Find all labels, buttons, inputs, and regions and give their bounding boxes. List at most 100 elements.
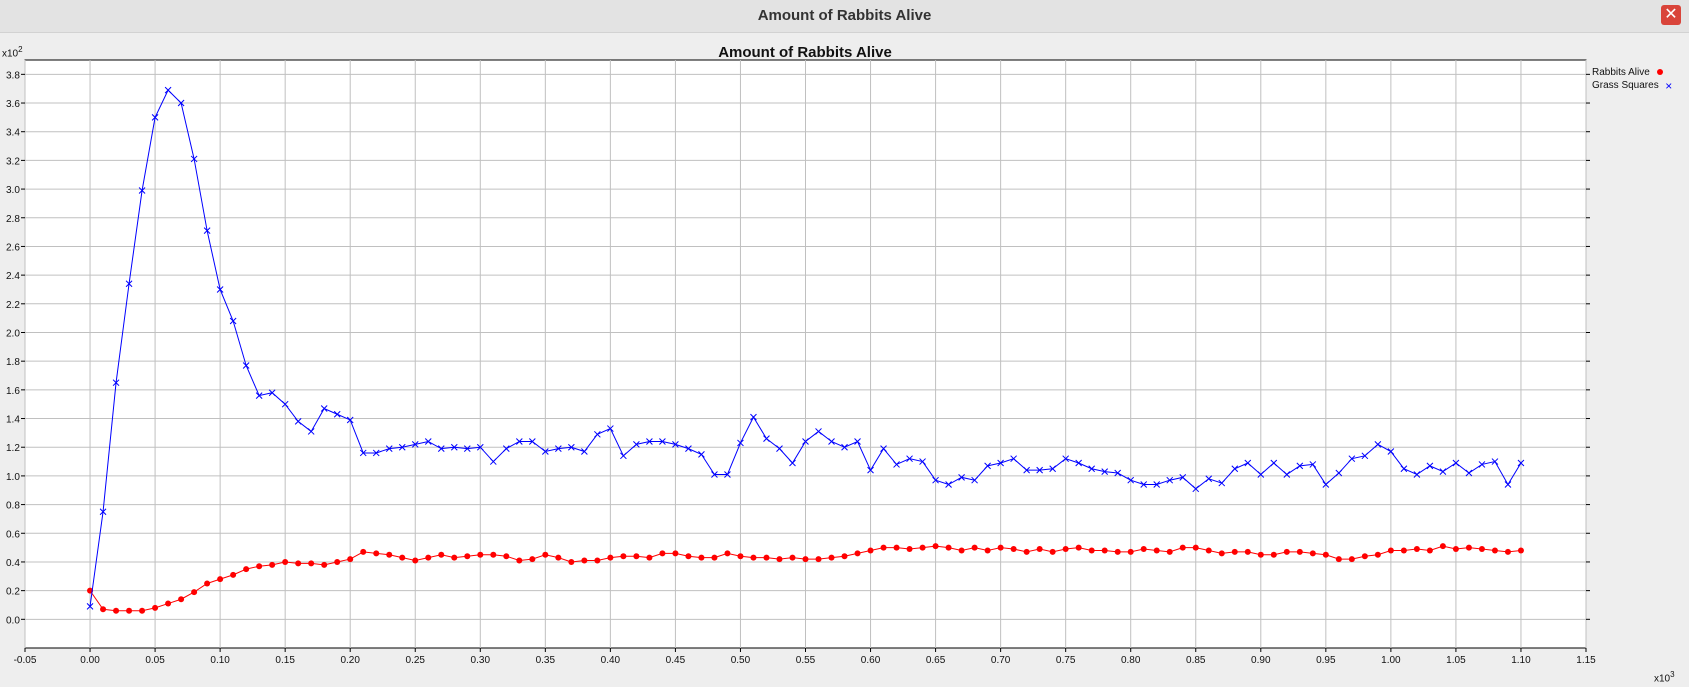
data-point bbox=[515, 438, 523, 445]
data-point bbox=[100, 606, 107, 613]
data-point bbox=[724, 550, 731, 557]
close-button[interactable]: ✕ bbox=[1661, 5, 1681, 25]
data-point bbox=[477, 551, 484, 558]
data-point bbox=[256, 563, 263, 570]
data-point bbox=[1010, 546, 1017, 553]
data-point bbox=[464, 553, 471, 560]
data-point bbox=[347, 556, 354, 563]
data-point bbox=[1205, 547, 1212, 554]
data-point bbox=[164, 86, 172, 94]
data-point bbox=[99, 508, 107, 516]
data-point bbox=[554, 445, 562, 453]
data-point bbox=[984, 462, 991, 470]
data-point bbox=[1283, 471, 1291, 478]
data-point bbox=[1296, 548, 1303, 555]
data-point bbox=[1504, 548, 1511, 555]
data-point bbox=[1127, 476, 1135, 484]
data-point bbox=[1439, 468, 1447, 475]
data-point bbox=[1088, 547, 1095, 554]
data-point bbox=[503, 553, 510, 560]
data-point bbox=[425, 554, 432, 561]
data-point bbox=[1361, 452, 1369, 460]
x-tick-label: 0.15 bbox=[275, 655, 295, 666]
data-point bbox=[463, 445, 471, 453]
data-point bbox=[1465, 469, 1473, 477]
data-point bbox=[424, 438, 432, 445]
data-point bbox=[971, 476, 978, 484]
data-point bbox=[1452, 459, 1460, 467]
data-point bbox=[1517, 547, 1524, 554]
data-point bbox=[385, 445, 393, 453]
x-tick-label: 0.80 bbox=[1121, 655, 1141, 666]
data-point bbox=[528, 438, 536, 445]
data-point bbox=[320, 405, 328, 412]
data-point bbox=[841, 443, 848, 451]
x-tick-label: 0.05 bbox=[145, 655, 165, 666]
data-point bbox=[711, 554, 718, 561]
y-tick-label: 1.6 bbox=[6, 386, 20, 397]
data-point bbox=[958, 473, 965, 481]
legend-label-grass: Grass Squares bbox=[1592, 80, 1659, 91]
data-point bbox=[1023, 466, 1030, 474]
data-point bbox=[1114, 548, 1121, 555]
y-tick-label: 2.0 bbox=[6, 328, 20, 339]
data-point bbox=[1166, 548, 1173, 555]
data-point bbox=[1400, 465, 1408, 473]
data-point bbox=[1270, 551, 1277, 558]
data-point bbox=[178, 596, 185, 603]
data-point bbox=[1491, 458, 1499, 465]
data-point bbox=[867, 466, 874, 474]
data-point bbox=[1400, 547, 1407, 554]
data-point bbox=[698, 451, 705, 458]
data-point bbox=[672, 550, 679, 557]
y-tick-label: 2.6 bbox=[6, 242, 20, 253]
data-point bbox=[776, 556, 783, 563]
data-point bbox=[984, 547, 991, 554]
data-point bbox=[906, 546, 913, 553]
data-point bbox=[1179, 473, 1187, 481]
x-axis-exponent: x103 bbox=[1654, 670, 1675, 685]
data-point bbox=[1192, 485, 1200, 493]
y-tick-label: 1.4 bbox=[6, 415, 20, 426]
data-point bbox=[893, 461, 900, 468]
x-tick-label: 0.00 bbox=[80, 655, 100, 666]
data-point bbox=[399, 554, 406, 561]
data-point bbox=[620, 452, 627, 460]
data-point bbox=[685, 445, 692, 453]
data-point bbox=[386, 551, 393, 558]
data-point bbox=[594, 557, 601, 564]
data-point bbox=[1426, 462, 1434, 470]
x-tick-label: 0.90 bbox=[1251, 655, 1271, 666]
data-point bbox=[165, 600, 172, 607]
data-point bbox=[737, 439, 744, 447]
data-point bbox=[398, 443, 406, 451]
data-point bbox=[191, 589, 198, 596]
data-point bbox=[269, 561, 276, 568]
data-point bbox=[373, 550, 380, 557]
data-point bbox=[490, 551, 497, 558]
data-point bbox=[243, 566, 250, 573]
data-point bbox=[112, 379, 120, 387]
data-point bbox=[567, 443, 575, 451]
chart-title: Amount of Rabbits Alive bbox=[718, 44, 892, 61]
x-tick-label: 0.95 bbox=[1316, 655, 1336, 666]
data-point bbox=[216, 286, 224, 293]
x-tick-label: 1.10 bbox=[1511, 655, 1531, 666]
data-point bbox=[1010, 455, 1017, 463]
data-point bbox=[1322, 481, 1330, 488]
x-tick-label: 0.60 bbox=[861, 655, 881, 666]
x-tick-label: -0.05 bbox=[14, 655, 37, 666]
data-point bbox=[177, 99, 185, 107]
data-point bbox=[1309, 461, 1317, 468]
y-tick-label: 0.8 bbox=[6, 501, 20, 512]
data-point bbox=[633, 440, 640, 448]
data-point bbox=[1257, 471, 1265, 478]
data-point bbox=[281, 400, 289, 408]
y-tick-label: 3.6 bbox=[6, 99, 20, 110]
data-point bbox=[1140, 546, 1147, 553]
data-point bbox=[1231, 548, 1238, 555]
plot-area: -0.05 0.00 0.05 0.10 0.15 0.20 0.25 0.30 0.35 0.4… bbox=[6, 59, 1596, 666]
data-point bbox=[516, 557, 523, 564]
data-point bbox=[1504, 481, 1512, 488]
data-point bbox=[1218, 550, 1225, 557]
